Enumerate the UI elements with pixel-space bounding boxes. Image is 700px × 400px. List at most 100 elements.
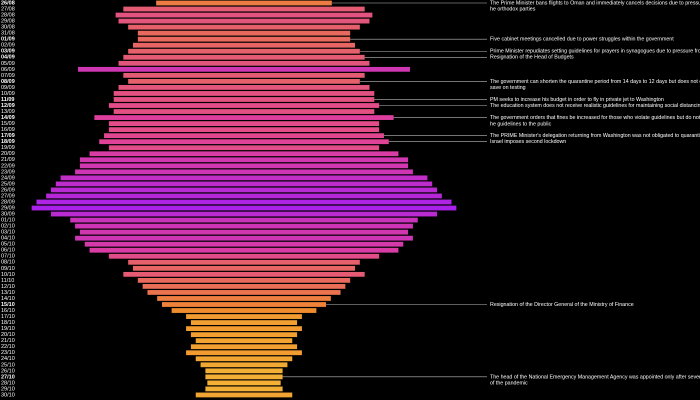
bar [104, 133, 384, 139]
bar [31, 205, 457, 211]
bar [123, 271, 365, 277]
bar [79, 163, 409, 169]
annotation: Resignation of the Head of Budgets [490, 55, 574, 61]
date-label: 02/10 [1, 224, 15, 230]
date-label: 27/10 [1, 374, 15, 380]
bar [156, 0, 332, 6]
date-label: 16/10 [1, 308, 15, 314]
bar [89, 247, 399, 253]
bar [118, 85, 370, 90]
date-label: 17/09 [1, 133, 15, 139]
bar [133, 265, 355, 271]
date-label: 26/08 [1, 0, 15, 6]
bar [147, 290, 341, 295]
date-label: 06/09 [1, 67, 15, 73]
date-label: 28/10 [1, 380, 15, 386]
date-label: 05/09 [1, 61, 15, 67]
date-label: 20/10 [1, 332, 15, 338]
bar [50, 211, 438, 217]
bar [186, 350, 302, 356]
date-label: 27/08 [1, 6, 15, 12]
bar [186, 326, 302, 332]
date-label: 13/09 [1, 109, 15, 115]
annotation: The government can shorten the quarantin… [490, 79, 700, 85]
date-label: 08/10 [1, 260, 15, 266]
bar [70, 217, 418, 223]
annotation: The Prime Minister bans flights to Oman … [490, 0, 700, 6]
bar [79, 157, 409, 163]
bar [94, 115, 394, 120]
bar [195, 356, 293, 362]
bar [137, 30, 351, 36]
date-label: 27/09 [1, 193, 15, 199]
date-label: 10/10 [1, 272, 15, 278]
date-label: 12/10 [1, 284, 15, 290]
bar [89, 151, 399, 157]
date-label: 07/09 [1, 73, 15, 79]
annotation: Israel imposes second lockdown [490, 139, 566, 145]
bar [113, 91, 375, 96]
bar [128, 78, 360, 84]
date-label: 26/09 [1, 187, 15, 193]
date-label: 25/09 [1, 181, 15, 187]
date-label: 07/10 [1, 254, 15, 260]
date-label: 24/10 [1, 356, 15, 362]
date-label: 12/09 [1, 103, 15, 109]
annotation: The PRIME Minister's delegation returnin… [490, 133, 700, 139]
bar [190, 344, 298, 350]
date-label: 30/10 [1, 392, 15, 398]
bar [186, 314, 302, 319]
bar [108, 145, 380, 151]
bar [195, 392, 293, 398]
bar [190, 320, 298, 325]
annotation: he orthodox parties [490, 7, 536, 13]
bar [123, 72, 365, 78]
date-label: 22/09 [1, 163, 15, 169]
date-label: 21/10 [1, 338, 15, 344]
date-label: 04/09 [1, 55, 15, 61]
date-label: 09/09 [1, 85, 15, 91]
annotation: The head of the National Emergency Manag… [490, 374, 700, 380]
date-label: 30/09 [1, 212, 15, 218]
date-label: 29/08 [1, 19, 15, 25]
bar [55, 181, 433, 187]
date-label: 10/09 [1, 91, 15, 97]
date-label: 06/10 [1, 248, 15, 254]
bar [84, 241, 404, 247]
annotation: The government orders that fines be incr… [490, 115, 700, 121]
date-label: 11/10 [1, 278, 14, 284]
bar [108, 121, 380, 126]
bar [75, 235, 413, 241]
bar [137, 277, 351, 283]
bar [128, 24, 360, 30]
date-label: 01/09 [1, 37, 15, 43]
date-label: 02/09 [1, 43, 15, 49]
bar [36, 199, 452, 205]
bar [118, 60, 370, 66]
date-label: 13/10 [1, 290, 15, 296]
date-label: 19/10 [1, 326, 15, 332]
annotation: he guidelines to the public [490, 121, 552, 127]
date-label: 03/10 [1, 230, 15, 236]
bar [157, 296, 331, 301]
bar [79, 229, 409, 235]
date-label: 11/09 [1, 97, 14, 103]
date-label: 22/10 [1, 344, 15, 350]
date-label: 01/10 [1, 218, 15, 224]
annotation: save on testing [490, 85, 526, 91]
bar [161, 302, 327, 307]
annotation: PM seeks to increase his budget in order… [490, 97, 664, 103]
bar [60, 175, 428, 181]
date-label: 04/10 [1, 236, 15, 242]
bar [128, 48, 360, 54]
bar [108, 103, 380, 108]
bar [200, 362, 288, 368]
bar [75, 223, 413, 229]
bar [118, 18, 370, 24]
bar [205, 386, 283, 392]
date-label: 29/09 [1, 205, 15, 211]
annotation: The education system does not receive re… [490, 103, 700, 109]
bar [133, 42, 355, 48]
date-label: 23/10 [1, 350, 15, 356]
